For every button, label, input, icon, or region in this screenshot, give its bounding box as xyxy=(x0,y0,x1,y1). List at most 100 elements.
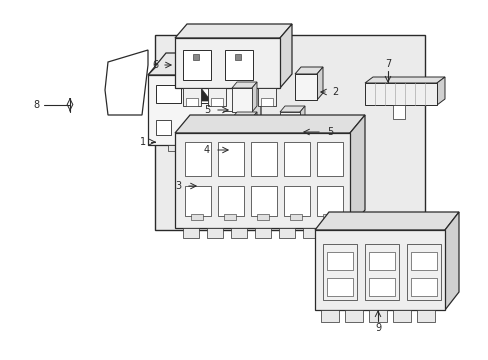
Bar xyxy=(261,98,272,106)
Bar xyxy=(231,127,251,165)
Bar xyxy=(320,310,338,322)
Bar xyxy=(392,105,404,119)
Bar xyxy=(183,228,199,238)
Bar xyxy=(175,133,349,228)
Polygon shape xyxy=(251,82,257,112)
Bar xyxy=(258,88,275,106)
Polygon shape xyxy=(175,24,291,38)
Text: 2: 2 xyxy=(331,87,337,97)
Bar xyxy=(235,54,241,60)
Bar xyxy=(368,252,394,270)
Text: 8: 8 xyxy=(33,100,39,110)
Polygon shape xyxy=(280,106,305,112)
Bar xyxy=(218,142,244,176)
Polygon shape xyxy=(105,50,148,115)
Bar xyxy=(206,228,223,238)
Bar xyxy=(326,228,342,238)
Bar xyxy=(303,228,318,238)
Bar xyxy=(410,252,436,270)
Bar xyxy=(326,252,352,270)
Bar xyxy=(156,120,171,135)
Bar xyxy=(183,50,210,80)
Polygon shape xyxy=(314,212,458,230)
Bar xyxy=(316,186,342,216)
Bar xyxy=(187,85,216,103)
Bar xyxy=(406,244,440,300)
Polygon shape xyxy=(191,88,210,101)
Polygon shape xyxy=(231,112,257,118)
Bar xyxy=(203,145,221,151)
Bar xyxy=(183,88,201,106)
Polygon shape xyxy=(231,121,257,127)
Bar xyxy=(284,142,309,176)
Bar xyxy=(184,142,210,176)
Bar xyxy=(185,98,198,106)
Text: 6: 6 xyxy=(152,60,158,70)
Polygon shape xyxy=(299,106,305,140)
Polygon shape xyxy=(280,24,291,88)
Bar xyxy=(345,310,362,322)
Bar xyxy=(230,228,246,238)
Bar xyxy=(200,172,225,198)
Polygon shape xyxy=(294,67,323,74)
Bar xyxy=(168,145,185,151)
Bar xyxy=(207,88,225,106)
Polygon shape xyxy=(251,121,257,165)
Polygon shape xyxy=(200,164,232,172)
Bar xyxy=(191,214,203,220)
Bar xyxy=(368,310,386,322)
Polygon shape xyxy=(436,77,444,105)
Bar xyxy=(289,214,302,220)
Bar xyxy=(364,83,436,105)
Bar xyxy=(294,74,316,100)
Bar xyxy=(148,75,243,145)
Polygon shape xyxy=(444,212,458,310)
Bar xyxy=(257,214,268,220)
Bar xyxy=(416,310,434,322)
Bar xyxy=(224,214,236,220)
Polygon shape xyxy=(364,77,444,83)
Bar xyxy=(210,98,223,106)
Polygon shape xyxy=(148,53,261,75)
Bar xyxy=(224,50,252,80)
Polygon shape xyxy=(316,67,323,100)
Bar xyxy=(205,174,218,180)
Bar xyxy=(410,278,436,296)
Text: 4: 4 xyxy=(203,145,210,155)
Polygon shape xyxy=(225,164,232,198)
Text: 7: 7 xyxy=(384,59,390,69)
Bar xyxy=(155,35,424,230)
Bar xyxy=(279,228,294,238)
Polygon shape xyxy=(175,115,364,133)
Bar xyxy=(231,88,251,112)
Bar xyxy=(323,244,356,300)
Text: 3: 3 xyxy=(175,181,181,191)
Text: 5: 5 xyxy=(203,105,210,115)
Bar xyxy=(193,54,199,60)
Bar xyxy=(284,186,309,216)
Bar xyxy=(326,278,352,296)
Bar xyxy=(250,186,276,216)
Bar xyxy=(316,142,342,176)
Bar xyxy=(156,85,181,103)
Bar xyxy=(368,278,394,296)
Text: 1: 1 xyxy=(140,137,146,147)
Polygon shape xyxy=(349,115,364,228)
Bar xyxy=(323,214,334,220)
Bar xyxy=(175,38,280,88)
Text: 9: 9 xyxy=(374,323,380,333)
Bar xyxy=(280,112,299,140)
Bar xyxy=(392,310,410,322)
Bar xyxy=(314,230,444,310)
Bar xyxy=(218,186,244,216)
Bar xyxy=(232,88,250,106)
Bar xyxy=(254,228,270,238)
Bar xyxy=(184,186,210,216)
Polygon shape xyxy=(243,53,261,145)
Polygon shape xyxy=(251,112,257,142)
Bar xyxy=(364,244,398,300)
Bar xyxy=(250,142,276,176)
Bar xyxy=(231,118,251,142)
Polygon shape xyxy=(231,82,257,88)
Text: 5: 5 xyxy=(326,127,332,137)
